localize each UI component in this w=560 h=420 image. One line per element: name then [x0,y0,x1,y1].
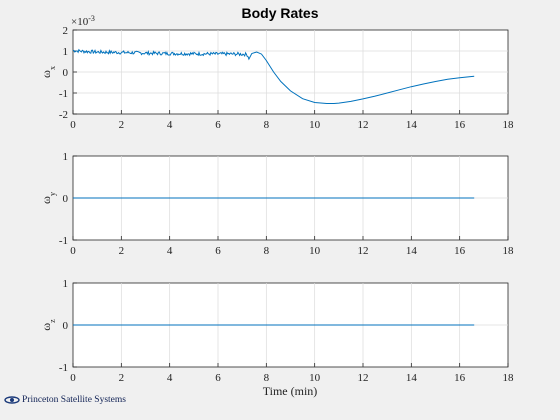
x-tick-label: 10 [309,245,321,257]
x-tick-label: 12 [358,372,369,384]
brand-footer: Princeton Satellite Systems [4,393,126,407]
x-tick-label: 10 [309,119,321,131]
x-tick-label: 16 [454,372,466,384]
y-tick-label: -1 [59,362,68,374]
x-tick-label: 18 [503,119,515,131]
x-tick-label: 16 [454,245,466,257]
x-tick-label: 14 [406,245,418,257]
y-tick-label: 1 [63,46,69,58]
x-tick-label: 4 [167,119,173,131]
y-axis-label: ωy [39,192,57,204]
x-tick-label: 14 [406,372,418,384]
y-axis-label: ωx [39,66,57,78]
y-tick-label: 2 [63,25,69,37]
y-tick-label: 0 [63,67,69,79]
series-line-x [72,48,475,104]
x-tick-label: 6 [215,119,221,131]
x-tick-label: 2 [119,119,125,131]
x-tick-label: 18 [503,372,515,384]
x-tick-label: 4 [167,372,173,384]
brand-name: Princeton Satellite Systems [22,395,126,405]
x-tick-label: 0 [70,245,76,257]
princeton-logo-icon [4,396,20,404]
x-tick-label: 12 [358,245,369,257]
x-tick-label: 6 [215,372,221,384]
x-tick-label: 8 [264,245,270,257]
y-tick-label: 0 [63,193,69,205]
y-tick-label: -2 [59,109,68,121]
x-tick-label: 0 [70,119,76,131]
y-tick-label: 0 [63,320,69,332]
x-axis-label: Time (min) [263,384,318,398]
x-tick-label: 8 [264,372,270,384]
chart-title: Body Rates [241,5,318,21]
x-tick-label: 12 [358,119,369,131]
x-tick-label: 8 [264,119,270,131]
y-axis-label: ωz [39,319,57,331]
y-tick-label: 1 [63,278,69,290]
x-tick-label: 6 [215,245,221,257]
x-tick-label: 4 [167,245,173,257]
x-tick-label: 10 [309,372,321,384]
x-tick-label: 14 [406,119,418,131]
x-tick-label: 2 [119,372,125,384]
x-tick-label: 0 [70,372,76,384]
x-tick-label: 2 [119,245,125,257]
y-exponent-label: ×10-3 [71,14,95,29]
y-tick-label: -1 [59,88,68,100]
y-tick-label: 1 [63,151,69,163]
x-tick-label: 16 [454,119,466,131]
y-tick-label: -1 [59,235,68,247]
x-tick-label: 18 [503,245,515,257]
